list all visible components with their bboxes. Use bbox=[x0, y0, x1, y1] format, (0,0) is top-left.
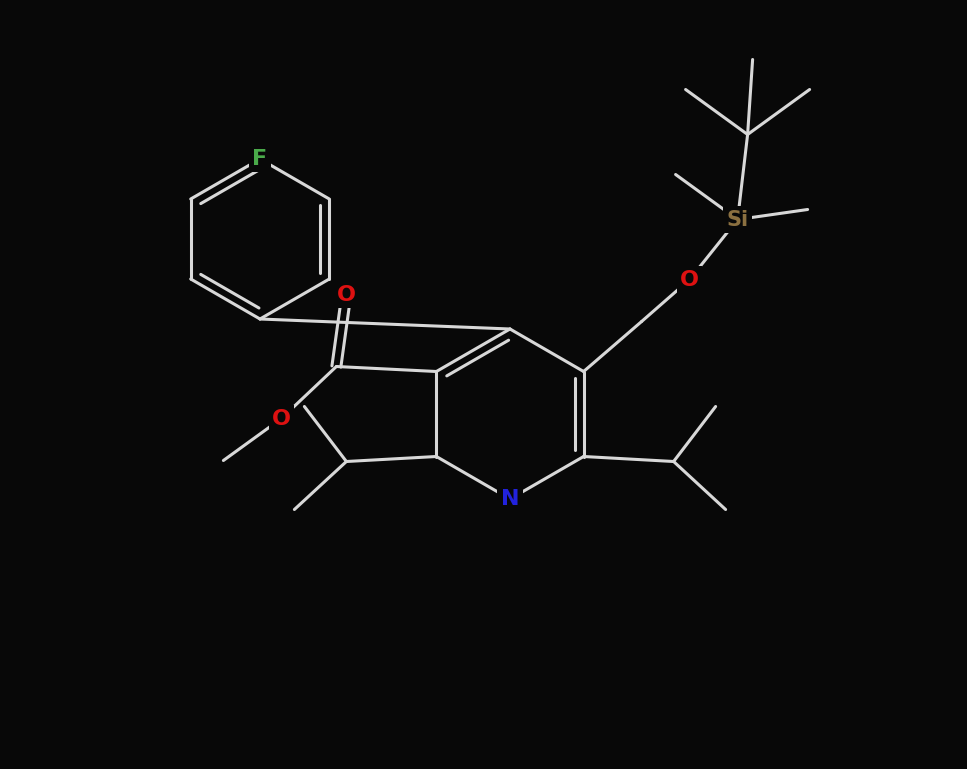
Text: O: O bbox=[680, 269, 699, 289]
Text: Si: Si bbox=[726, 209, 748, 229]
Text: N: N bbox=[501, 489, 519, 509]
Text: O: O bbox=[272, 408, 291, 428]
Text: O: O bbox=[337, 285, 356, 305]
Text: F: F bbox=[252, 149, 268, 169]
